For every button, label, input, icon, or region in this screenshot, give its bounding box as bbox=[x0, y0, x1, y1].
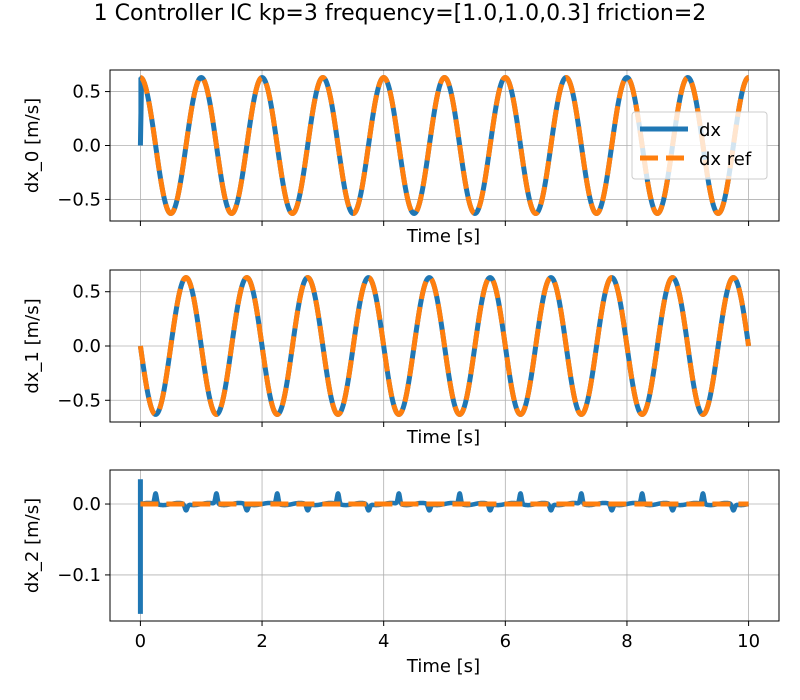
y-axis-label: dx_0 [m/s] bbox=[22, 98, 43, 193]
plot-frame bbox=[109, 469, 780, 622]
y-axis-label: dx_1 [m/s] bbox=[22, 298, 43, 393]
x-tick-label: 2 bbox=[256, 631, 267, 652]
y-tick-label: 0.0 bbox=[72, 494, 101, 515]
series-group bbox=[137, 275, 752, 417]
legend-label-dx: dx bbox=[699, 120, 721, 141]
x-tick-label: 0 bbox=[135, 631, 146, 652]
y-tick-label: −0.5 bbox=[57, 390, 101, 411]
panel-2: 0.0 −0.1 0 2 4 6 8 10 Time [s] dx_2 [m/s] bbox=[22, 469, 780, 677]
legend-label-dx-ref: dx ref bbox=[699, 149, 752, 170]
y-tick-label: 0.0 bbox=[72, 136, 101, 157]
y-tick-label: 0.0 bbox=[72, 336, 101, 357]
x-tick-label: 4 bbox=[378, 631, 389, 652]
chart-title: 1 Controller IC kp=3 frequency=[1.0,1.0,… bbox=[94, 1, 707, 26]
series-group bbox=[137, 479, 751, 614]
x-axis-label: Time [s] bbox=[406, 656, 480, 677]
panel-1: 0.5 0.0 −0.5 Time [s] dx_1 [m/s] bbox=[22, 269, 780, 448]
x-tick-label: 10 bbox=[737, 631, 760, 652]
x-tick-label: 6 bbox=[500, 631, 511, 652]
y-tick-label: −0.1 bbox=[57, 565, 101, 586]
panel-0: 0.5 0.0 −0.5 Time [s] dx_0 [m/s] dx dx ref bbox=[22, 69, 780, 247]
x-tick-label: 8 bbox=[621, 631, 632, 652]
y-tick-label: −0.5 bbox=[57, 189, 101, 210]
series-line-dx-ref bbox=[137, 275, 752, 417]
x-axis-label: Time [s] bbox=[406, 427, 480, 448]
series-line-dx-ref bbox=[139, 75, 750, 216]
y-tick-label: 0.5 bbox=[72, 282, 101, 303]
x-axis-label: Time [s] bbox=[406, 226, 480, 247]
y-tick-label: 0.5 bbox=[72, 82, 101, 103]
y-axis-label: dx_2 [m/s] bbox=[22, 498, 43, 593]
